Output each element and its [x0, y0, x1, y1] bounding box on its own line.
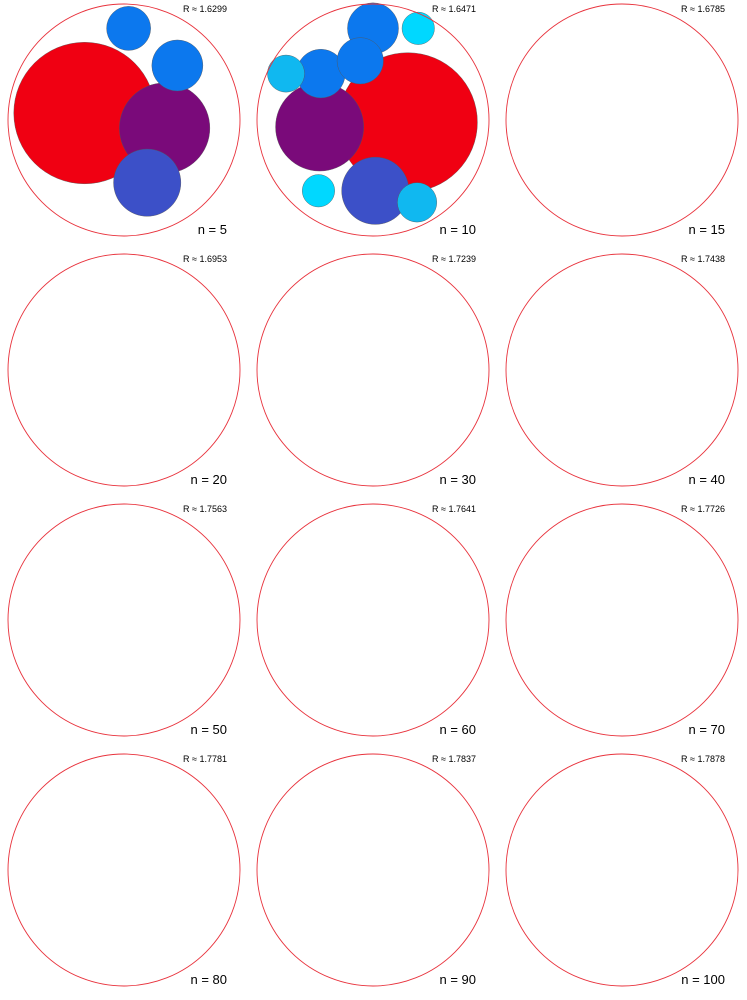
count-label: n = 30 [439, 472, 476, 487]
boundary-circle [505, 253, 739, 487]
count-label: n = 60 [439, 722, 476, 737]
packed-circle [336, 37, 384, 85]
packing-figure [7, 753, 241, 987]
packing-figure [505, 753, 739, 987]
count-label: n = 10 [439, 222, 476, 237]
packing-panel-n30: R ≈ 1.7239 n = 30 [249, 250, 498, 500]
packing-panel-n90: R ≈ 1.7837 n = 90 [249, 750, 498, 1000]
count-label: n = 50 [190, 722, 227, 737]
radius-label: R ≈ 1.7438 [681, 254, 725, 264]
count-label: n = 100 [681, 972, 725, 987]
count-label: n = 40 [688, 472, 725, 487]
radius-label: R ≈ 1.7726 [681, 504, 725, 514]
boundary-circle [256, 753, 490, 987]
boundary-circle [256, 3, 490, 237]
packing-figure [256, 2, 490, 237]
boundary-circle [7, 753, 241, 987]
radius-label: R ≈ 1.7563 [183, 504, 227, 514]
packing-panel-n15: R ≈ 1.6785 n = 15 [498, 0, 747, 250]
boundary-circle [7, 503, 241, 737]
packing-figure [505, 503, 739, 737]
count-label: n = 5 [197, 222, 227, 237]
boundary-circle [505, 503, 739, 737]
boundary-circle [256, 253, 490, 487]
radius-label: R ≈ 1.7837 [432, 754, 476, 764]
packed-circle [397, 182, 437, 223]
radius-label: R ≈ 1.6785 [681, 4, 725, 14]
radius-label: R ≈ 1.6299 [183, 4, 227, 14]
packed-circle [151, 39, 204, 92]
packed-circle [106, 6, 151, 51]
packing-figure [7, 503, 241, 737]
count-label: n = 90 [439, 972, 476, 987]
packing-figure [7, 3, 241, 237]
count-label: n = 20 [190, 472, 227, 487]
packing-panel-n60: R ≈ 1.7641 n = 60 [249, 500, 498, 750]
packing-panel-n100: R ≈ 1.7878 n = 100 [498, 750, 747, 1000]
boundary-circle [256, 503, 490, 737]
packing-panel-n50: R ≈ 1.7563 n = 50 [0, 500, 249, 750]
packing-panel-n20: R ≈ 1.6953 n = 20 [0, 250, 249, 500]
packing-figure [505, 3, 739, 237]
packing-panel-n80: R ≈ 1.7781 n = 80 [0, 750, 249, 1000]
packing-figure [256, 503, 490, 737]
radius-label: R ≈ 1.6953 [183, 254, 227, 264]
packed-circle [341, 156, 410, 225]
packed-circle [302, 174, 335, 208]
radius-label: R ≈ 1.7239 [432, 254, 476, 264]
count-label: n = 80 [190, 972, 227, 987]
packing-figure [256, 253, 490, 487]
packing-figure [505, 253, 739, 487]
boundary-circle [505, 753, 739, 987]
packed-circle [267, 54, 305, 93]
boundary-circle [505, 3, 739, 237]
packed-circle [401, 11, 435, 45]
count-label: n = 15 [688, 222, 725, 237]
packed-circle [113, 148, 182, 217]
packing-panel-n10: R ≈ 1.6471 n = 10 [249, 0, 498, 250]
boundary-circle [7, 3, 241, 237]
radius-label: R ≈ 1.6471 [432, 4, 476, 14]
packing-figure [256, 753, 490, 987]
packing-panel-n70: R ≈ 1.7726 n = 70 [498, 500, 747, 750]
radius-label: R ≈ 1.7781 [183, 754, 227, 764]
radius-label: R ≈ 1.7878 [681, 754, 725, 764]
boundary-circle [7, 253, 241, 487]
packing-figure [7, 253, 241, 487]
radius-label: R ≈ 1.7641 [432, 504, 476, 514]
count-label: n = 70 [688, 722, 725, 737]
packing-panel-n40: R ≈ 1.7438 n = 40 [498, 250, 747, 500]
packing-panel-n5: R ≈ 1.6299 n = 5 [0, 0, 249, 250]
